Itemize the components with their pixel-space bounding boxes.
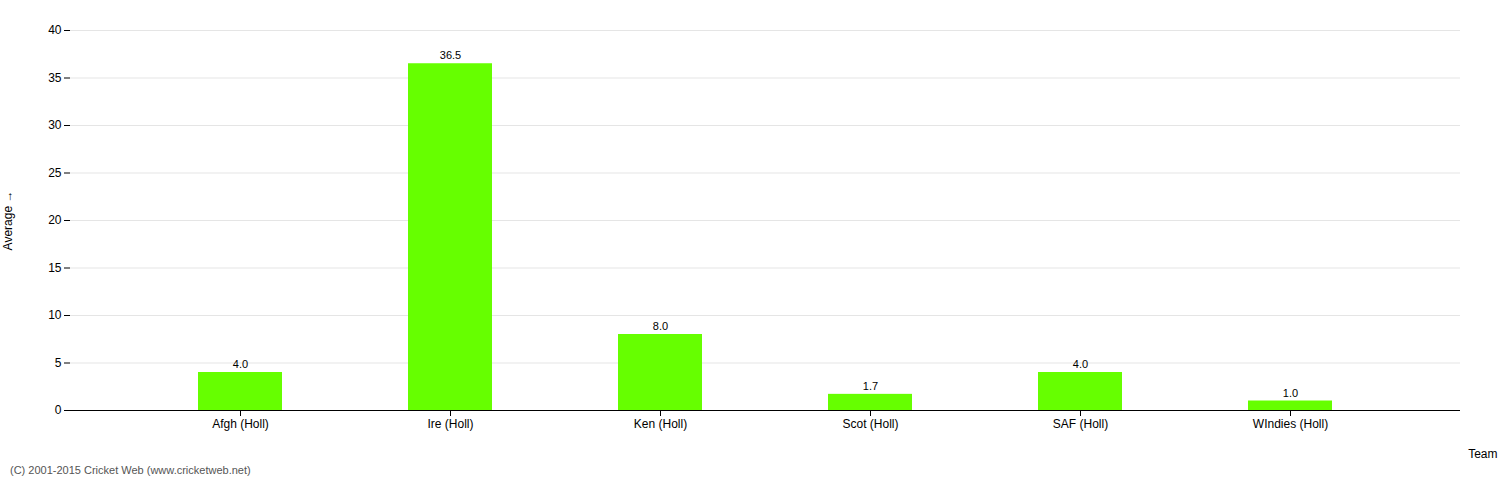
svg-text:35: 35: [48, 71, 62, 85]
svg-text:36.5: 36.5: [440, 49, 461, 61]
svg-text:30: 30: [48, 118, 62, 132]
svg-text:Afgh (Holl): Afgh (Holl): [212, 417, 269, 431]
svg-text:WIndies (Holl): WIndies (Holl): [1253, 417, 1328, 431]
html-text:(C) 2001-2015 Cricket Web (www: (C) 2001-2015 Cricket Web (www.cricketwe…: [10, 464, 251, 476]
svg-text:Average →: Average →: [1, 191, 15, 251]
svg-text:Ire (Holl): Ire (Holl): [427, 417, 473, 431]
svg-text:4.0: 4.0: [233, 358, 248, 370]
svg-text:10: 10: [48, 308, 62, 322]
svg-text:1.0: 1.0: [1283, 387, 1298, 399]
svg-text:25: 25: [48, 166, 62, 180]
svg-text:40: 40: [48, 23, 62, 37]
svg-text:1.7: 1.7: [863, 380, 878, 392]
svg-text:Team: Team: [1468, 447, 1497, 461]
svg-text:5: 5: [55, 356, 62, 370]
svg-text:8.0: 8.0: [653, 320, 668, 332]
svg-text:4.0: 4.0: [1073, 358, 1088, 370]
svg-text:20: 20: [48, 213, 62, 227]
svg-text:Ken (Holl): Ken (Holl): [634, 417, 687, 431]
svg-text:0: 0: [55, 403, 62, 417]
svg-text:SAF (Holl): SAF (Holl): [1053, 417, 1108, 431]
svg-text:15: 15: [48, 261, 62, 275]
svg-text:Scot (Holl): Scot (Holl): [842, 417, 898, 431]
